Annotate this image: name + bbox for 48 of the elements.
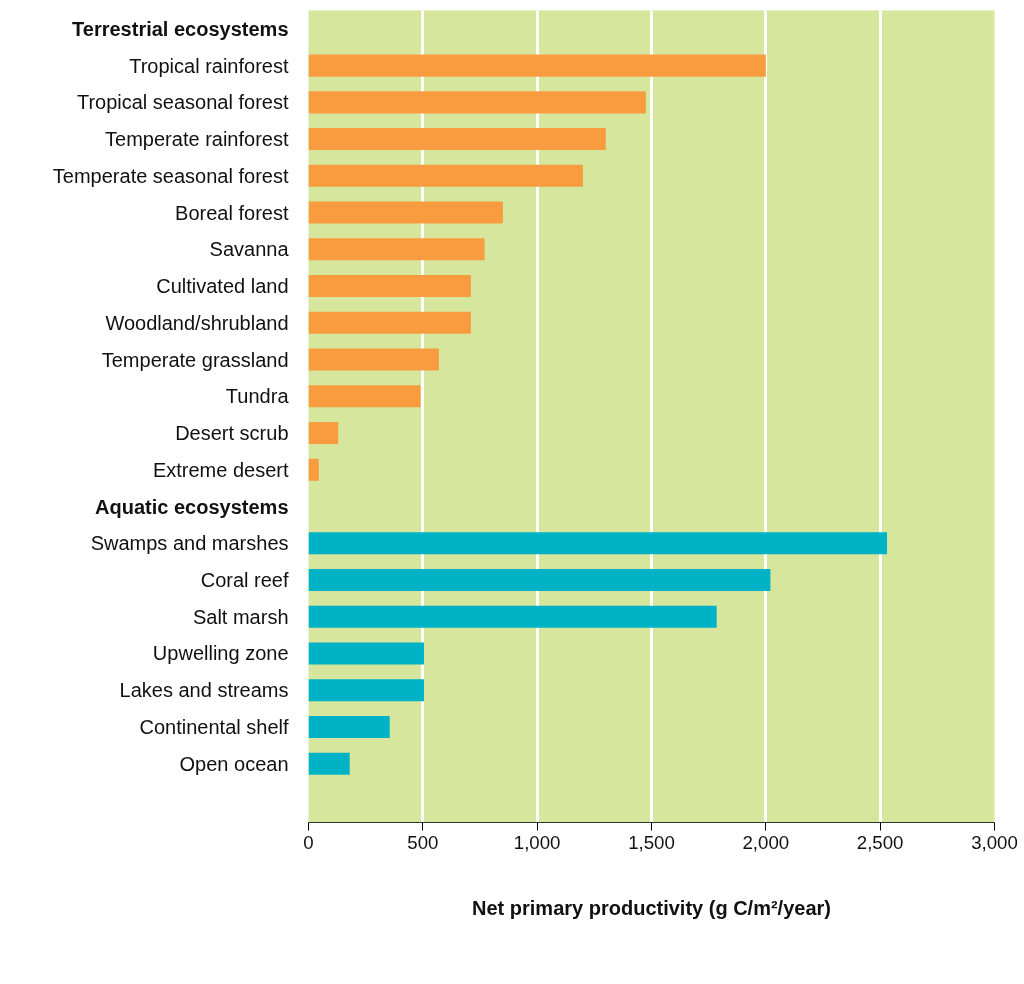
bar	[308, 458, 319, 481]
y-tick-label: Tundra	[225, 385, 290, 408]
bar	[308, 91, 646, 114]
x-tick-label: 2,000	[742, 831, 790, 853]
bar	[308, 422, 339, 445]
y-tick-label: Extreme desert	[152, 458, 289, 481]
y-tick-label: Temperate rainforest	[105, 128, 289, 151]
y-tick-label: Aquatic ecosystems	[95, 495, 289, 518]
y-tick-label: Coral reef	[200, 569, 289, 591]
bar	[308, 311, 471, 334]
x-tick-label: 3,000	[971, 831, 1018, 853]
y-tick-label: Temperate grassland	[101, 348, 289, 371]
bar	[308, 715, 390, 738]
y-tick-label: Salt marsh	[192, 605, 289, 628]
bar	[308, 568, 771, 592]
y-tick-label: Temperate seasonal forest	[52, 164, 289, 187]
y-tick-label: Tropical seasonal forest	[76, 91, 289, 114]
y-tick-label: Cultivated land	[156, 275, 289, 298]
bar	[308, 54, 766, 77]
y-tick-label: Boreal forest	[175, 201, 289, 224]
x-axis-title: Net primary productivity (g C/m²/year)	[472, 896, 831, 919]
y-tick-label: Upwelling zone	[152, 642, 289, 665]
bar	[308, 275, 471, 298]
x-tick-label: 2,500	[856, 831, 904, 853]
bar	[308, 642, 424, 665]
bar	[308, 605, 717, 628]
bar	[308, 752, 350, 775]
bar	[308, 238, 485, 261]
bar	[308, 532, 888, 555]
bar	[308, 164, 583, 187]
y-tick-label: Terrestrial ecosystems	[72, 17, 289, 40]
bar	[308, 385, 421, 408]
y-tick-label: Tropical rainforest	[129, 54, 289, 77]
x-tick-label: 1,500	[628, 831, 675, 853]
x-tick-label: 1,000	[513, 831, 561, 853]
y-tick-label: Continental shelf	[139, 715, 289, 738]
y-tick-label: Lakes and streams	[119, 679, 289, 702]
bar	[308, 679, 424, 702]
y-tick-label: Open ocean	[179, 752, 289, 775]
y-tick-label: Desert scrub	[175, 422, 289, 445]
y-tick-label: Woodland/shrubland	[105, 311, 289, 334]
bar	[308, 201, 503, 224]
x-tick-label: 0	[303, 831, 314, 853]
x-tick-label: 500	[407, 831, 439, 853]
y-tick-label: Swamps and marshes	[90, 532, 289, 555]
bar	[308, 348, 439, 371]
y-tick-label: Savanna	[209, 238, 290, 261]
bar	[308, 128, 606, 151]
